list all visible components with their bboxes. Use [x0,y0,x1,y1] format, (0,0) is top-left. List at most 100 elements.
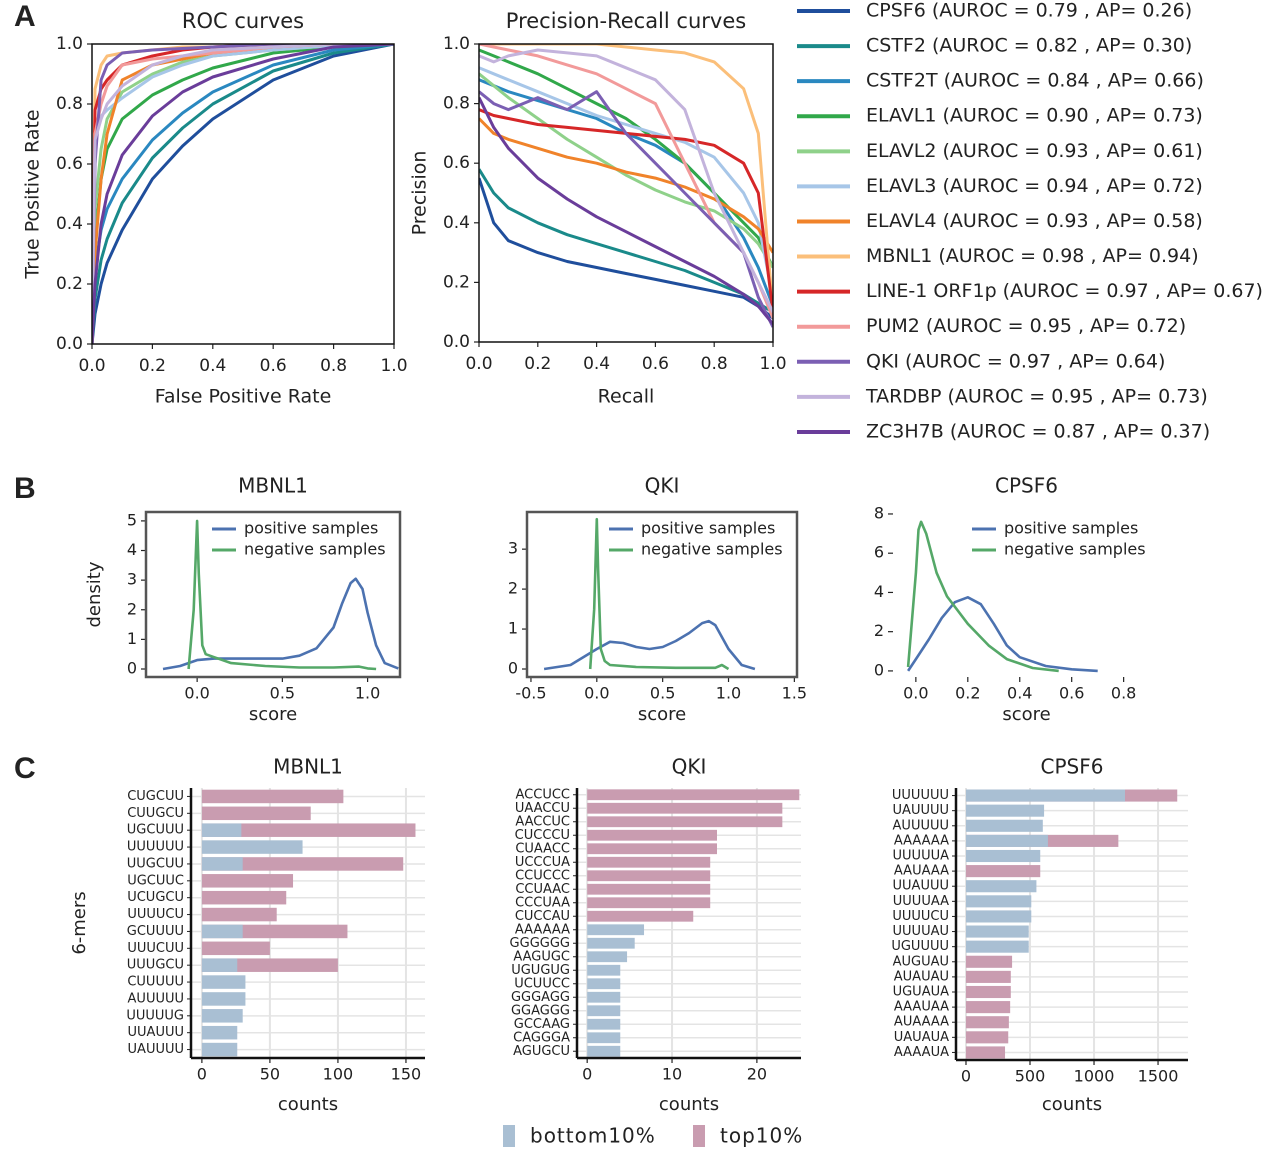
y-tick-label: AAAUAA [894,1000,949,1015]
x-tick-label: 0 [961,1067,971,1086]
bar [965,940,1029,953]
y-tick-label: AAUAAA [894,864,949,879]
bar [965,1046,1006,1059]
bar [587,964,621,976]
legend-label: ZC3H7B (AUROC = 0.87 , AP= 0.37) [866,420,1210,442]
plot-frame [91,43,395,345]
bar [587,870,711,882]
x-tick-label: 0 [582,1065,592,1084]
x-tick-label: 0.2 [955,684,980,703]
bar [587,991,621,1003]
series-line [907,596,1098,673]
bar [587,897,711,909]
bar [201,941,270,956]
y-tick-label: 0.6 [56,154,83,174]
legend-label: CPSF6 (AUROC = 0.79 , AP= 0.26) [866,0,1192,22]
chart-title: Precision-Recall curves [506,9,746,33]
x-tick-label: 1000 [1074,1067,1115,1086]
bar [587,1045,621,1057]
y-tick-label: 6 [874,543,884,562]
x-tick-label: 1.0 [380,356,407,376]
x-tick-label: 100 [323,1065,354,1084]
bar [965,865,1041,878]
y-tick-label: UGUGUG [511,963,570,978]
y-tick-label: CAGGGA [513,1030,570,1045]
x-tick-label: 0.6 [260,356,287,376]
y-tick-label: UAUAUA [894,1030,949,1045]
chart: QKI score -0.5 0.0 0.5 1.0 1.5 0 1 2 3 positive sam… [508,474,807,726]
bar [965,1001,1011,1014]
y-tick-label: UUUCUU [127,941,184,956]
x-tick-label: 1.0 [355,684,380,703]
bar [201,823,416,837]
x-tick-label: 1.0 [759,354,786,374]
chart-title: MBNL1 [238,474,308,498]
bar [965,925,1029,938]
y-tick-label: UGUUUU [891,939,949,954]
y-tick-label: 1.0 [443,34,470,54]
x-tick-label: 0.5 [650,684,675,703]
bar [965,834,1048,847]
series-line [479,66,773,298]
y-tick-label: UCCCUA [515,855,570,870]
y-tick-label: UCUGCU [127,890,184,905]
legend-label: ELAVL3 (AUROC = 0.94 , AP= 0.72) [866,175,1203,197]
y-tick-label: UUUUUA [893,849,950,864]
y-tick-label: UUUUCU [127,907,184,922]
panel-label: C [14,752,36,785]
legend-label: ELAVL1 (AUROC = 0.90 , AP= 0.73) [866,105,1203,127]
y-tick-label: AUUUUU [893,818,949,833]
legend-label: CSTF2 (AUROC = 0.82 , AP= 0.30) [866,35,1192,57]
x-tick-label: 0.4 [199,356,226,376]
chart: ROC curves False Positive Rate True Positi… [22,0,1263,442]
chart-title: CPSF6 [995,474,1058,498]
bar [587,883,711,895]
y-tick-label: 3 [127,570,137,589]
y-tick-label: CUUUUU [127,975,184,990]
bar [965,985,1011,999]
bar [587,789,800,801]
series-line [92,44,394,344]
y-tick-label: 2 [874,621,884,640]
series-line [479,48,773,313]
y-tick-label: UGCUUU [127,823,184,838]
bar [587,802,783,814]
y-tick-label: UAUUUU [893,803,949,818]
y-tick-label: AGUGCU [513,1044,570,1059]
y-tick-label: UCUUCC [514,976,570,991]
y-tick-label: 0.2 [56,274,83,294]
plot-frame [144,510,402,679]
x-tick-label: 10 [662,1065,682,1084]
y-tick-label: AUGUAU [893,954,949,969]
panel-label: B [14,472,36,505]
series-line [479,44,773,313]
bar [201,890,287,905]
legend-label: positive samples [641,519,775,538]
bar [587,951,628,963]
y-tick-label: UUUUUU [127,840,184,855]
bar [587,910,694,922]
bar [587,937,635,949]
y-tick-label: 0.8 [56,94,83,114]
bar [201,975,246,989]
legend-label: top10% [720,1124,803,1148]
x-tick-label: 500 [1015,1067,1046,1086]
bar [965,789,1126,802]
y-tick-label: CUAACC [515,841,570,856]
series-line [479,117,773,254]
bar [587,829,717,841]
x-tick-label: 1500 [1138,1067,1179,1086]
series-line [187,519,377,671]
x-tick-label: 0.6 [642,354,669,374]
y-axis-label: True Positive Rate [22,109,44,279]
x-tick-label: 0.2 [139,356,166,376]
y-tick-label: CUUGCU [127,806,184,821]
x-tick-label: 0.5 [270,684,295,703]
y-tick-label: 0.2 [443,272,470,292]
x-tick-label: 0.4 [1007,684,1032,703]
series-line [162,577,399,671]
x-tick-label: 1.5 [782,684,807,703]
x-tick-label: 20 [747,1065,767,1084]
bar [965,1031,1009,1044]
